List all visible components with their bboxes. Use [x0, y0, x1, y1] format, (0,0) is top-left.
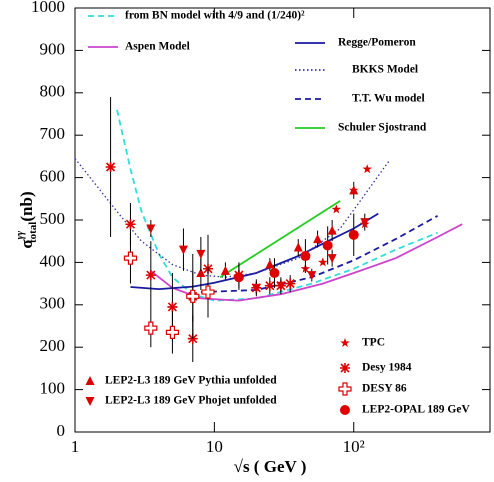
- legend-marker: [338, 382, 352, 396]
- marker-star: [318, 257, 328, 267]
- marker-asterisk: [264, 280, 275, 291]
- legend-label: Regge/Pomeron: [338, 37, 416, 49]
- legend-label: Desy 1984: [362, 362, 412, 374]
- marker-circle: [233, 272, 244, 283]
- legend-label: LEP2-OPAL 189 GeV: [362, 404, 470, 416]
- x-axis-label: √s ( GeV ): [234, 457, 307, 476]
- curve: [200, 215, 439, 293]
- marker-open-cross: [165, 325, 180, 339]
- legend-label: Schuler Sjostrand: [338, 122, 427, 134]
- legend-marker: [340, 363, 350, 373]
- marker-asterisk: [105, 162, 116, 172]
- marker-open-cross: [123, 251, 138, 265]
- y-tick-label: 500: [40, 209, 66, 228]
- legend-marker: [340, 405, 350, 415]
- curve: [116, 109, 438, 302]
- marker-triangle-down: [146, 224, 156, 234]
- x-tick-label: 1: [71, 437, 80, 456]
- y-label-text: σγγtotal(nb): [15, 191, 38, 248]
- marker-star: [362, 164, 372, 174]
- curve: [219, 200, 341, 278]
- marker-open-cross: [186, 289, 200, 303]
- x-tick-label: 10²: [343, 437, 365, 456]
- y-symbol: σ: [17, 239, 36, 249]
- marker-triangle-down: [327, 254, 337, 264]
- marker-asterisk: [145, 270, 156, 281]
- legend-marker: [85, 397, 95, 406]
- y-tick-label: 100: [40, 379, 66, 398]
- legend-marker: [340, 338, 350, 347]
- y-tick-label: 900: [40, 39, 66, 58]
- marker-triangle-up: [196, 268, 206, 277]
- curve: [130, 212, 379, 291]
- legend-label: Aspen Model: [125, 41, 190, 53]
- legend-label: T.T. Wu model: [352, 93, 425, 105]
- marker-triangle-up: [293, 242, 303, 252]
- marker-triangle-down: [307, 271, 317, 281]
- marker-circle: [322, 240, 333, 251]
- marker-asterisk: [167, 301, 178, 312]
- y-tick-label: 300: [40, 294, 66, 313]
- marker-triangle-up: [220, 265, 230, 275]
- legend-label: BKKS Model: [352, 64, 418, 76]
- marker-asterisk: [125, 219, 136, 230]
- x-tick-label: 10: [206, 437, 223, 456]
- y-subscript: total: [27, 222, 39, 243]
- legend-marker: [85, 376, 95, 385]
- legend-label: TPC: [362, 337, 385, 349]
- marker-open-cross: [201, 285, 215, 299]
- y-tick-label: 600: [40, 167, 66, 186]
- marker-circle: [348, 229, 359, 240]
- marker-triangle-up: [313, 234, 323, 244]
- marker-star: [331, 204, 342, 214]
- marker-triangle-up: [327, 225, 337, 235]
- marker-circle: [269, 268, 280, 278]
- y-tick-label: 200: [40, 336, 66, 355]
- y-axis-label: σγγtotal(nb): [15, 191, 38, 248]
- legend-label: LEP2-L3 189 GeV Pythia unfolded: [105, 375, 277, 387]
- y-tick-label: 800: [40, 82, 66, 101]
- legend-label: LEP2-L3 189 GeV Phojet unfolded: [105, 395, 277, 407]
- marker-triangle-down: [360, 218, 370, 228]
- marker-triangle-up: [349, 185, 359, 195]
- marker-asterisk: [285, 278, 296, 289]
- legend-label: DESY 86: [362, 383, 407, 395]
- marker-circle: [300, 251, 311, 262]
- marker-triangle-down: [251, 283, 261, 293]
- legend-label: from BN model with 4/9 and (1/240)²: [125, 10, 305, 22]
- marker-open-cross: [144, 321, 158, 335]
- y-tick-label: 700: [40, 124, 66, 143]
- curve: [150, 223, 463, 302]
- y-tick-label: 1000: [31, 0, 65, 16]
- marker-triangle-down: [276, 281, 286, 291]
- y-unit: (nb): [17, 191, 36, 221]
- curve: [74, 158, 390, 278]
- y-tick-label: 400: [40, 251, 66, 270]
- y-superscript: γγ: [15, 230, 26, 239]
- marker-triangle-up: [265, 259, 275, 269]
- plot-frame: [74, 7, 491, 433]
- marker-triangle-down: [196, 249, 206, 259]
- y-tick-label: 0: [57, 421, 66, 440]
- marker-triangle-down: [178, 245, 188, 255]
